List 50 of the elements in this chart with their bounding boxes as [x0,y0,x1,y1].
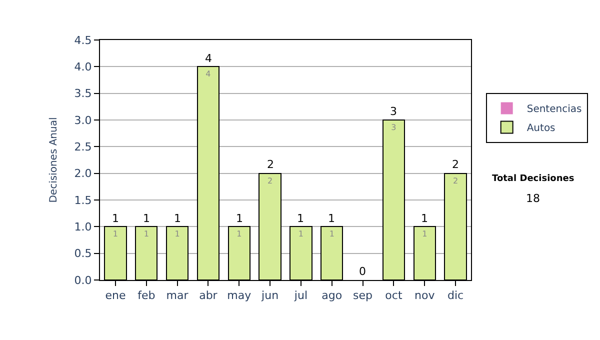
x-tick-label: oct [385,289,403,302]
data-label: 2 [267,176,273,186]
x-tick-label: sep [353,289,373,302]
text: 4.0 [74,60,92,74]
data-label: 2 [452,176,458,186]
total-label: 3 [390,105,397,118]
text: Total Decisiones [492,174,574,184]
data-label: 3 [391,123,396,132]
text: 1.0 [74,220,92,234]
total-label: 1 [112,212,119,225]
total-label: 2 [452,158,459,171]
total-label: 2 [267,158,274,171]
data-label: 1 [422,230,428,239]
x-tick-label: ene [105,289,126,302]
x-tick-label: jun [260,289,279,302]
x-tick-label: abr [199,289,218,302]
text: 1.5 [74,194,92,207]
text: 18 [526,192,540,205]
x-tick-label: ago [322,289,342,302]
x-tick-label: feb [138,289,156,302]
data-label: 1 [329,230,334,239]
text: 2.0 [74,167,92,180]
text: 0.0 [74,274,92,287]
x-tick-label: dic [447,289,464,302]
legend-label: Autos [526,123,556,134]
total-label: 1 [236,212,243,225]
text: 3.5 [74,87,92,100]
text: 0.5 [74,247,92,260]
data-label: 4 [206,70,211,79]
x-tick-label: may [227,289,252,302]
total-label: 0 [359,265,366,278]
x-tick-label: jul [293,289,308,302]
total-label: 1 [174,212,181,225]
text: 3.0 [74,114,92,127]
total-label: 1 [143,212,150,225]
data-label: 1 [298,230,304,239]
total-label: 1 [421,212,428,225]
data-label: 1 [144,230,149,239]
data-label: 1 [174,230,180,239]
data-label: 1 [112,230,118,239]
text: 4.5 [74,34,92,47]
data-label: 1 [236,230,242,239]
legend-label: Sentencias [526,104,582,116]
x-tick-label: nov [414,289,436,302]
x-tick-label: mar [166,289,189,302]
total-label: 4 [205,52,212,65]
y-axis-title: Decisiones Anual [48,117,60,203]
total-label: 1 [328,212,335,225]
text: 2.5 [74,140,92,154]
total-label: 1 [297,212,304,225]
